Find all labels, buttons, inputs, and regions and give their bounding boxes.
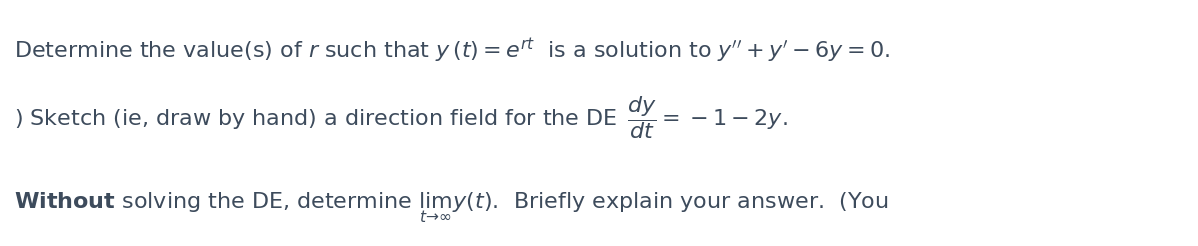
Text: Determine the value(s) of $r$ such that $y\,(t) = e^{rt}$  is a solution to $y'': Determine the value(s) of $r$ such that … <box>14 37 890 65</box>
Text: ) Sketch (ie, draw by hand) a direction field for the DE $\,\dfrac{dy}{dt} = -1 : ) Sketch (ie, draw by hand) a direction … <box>14 94 787 141</box>
Text: $\mathbf{Without}$ solving the DE, determine $\lim_{t \to \infty} y(t)$.  Briefl: $\mathbf{Without}$ solving the DE, deter… <box>14 191 890 225</box>
